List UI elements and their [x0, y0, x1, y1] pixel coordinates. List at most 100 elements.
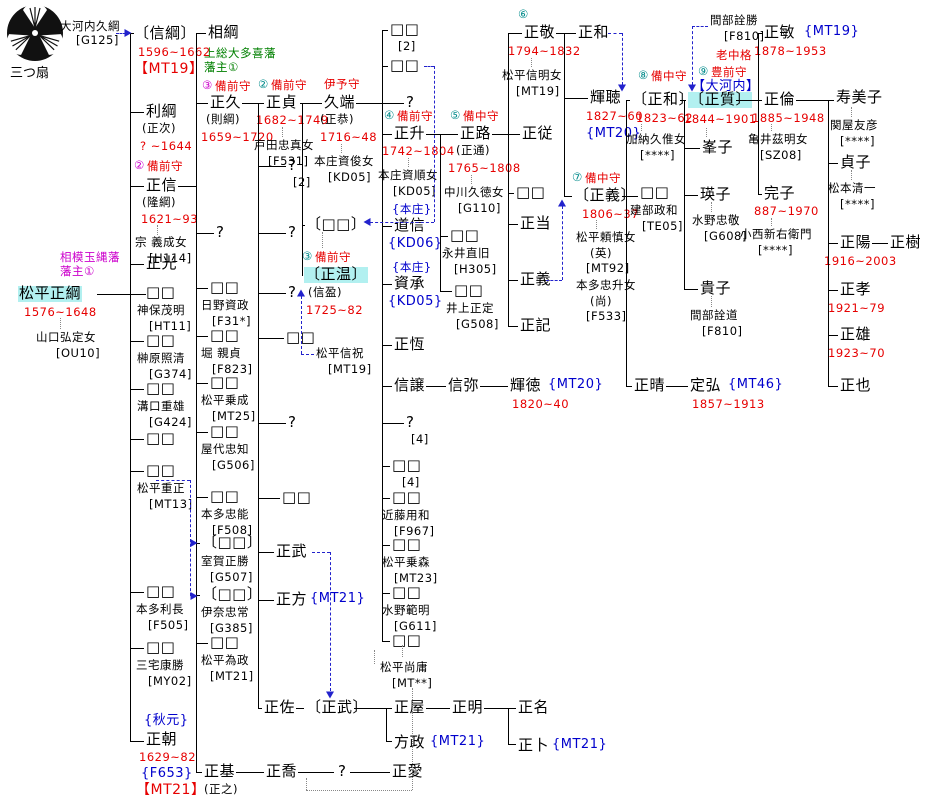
label: {本庄}: [392, 202, 432, 216]
family-line: [130, 389, 144, 390]
adoption-arrow-icon: [297, 289, 305, 297]
label: 松本清一: [828, 181, 876, 195]
family-line: [828, 290, 838, 291]
family-line: [350, 772, 390, 773]
family-line: [382, 641, 390, 642]
family-line: [828, 243, 838, 244]
label: {KD06}: [388, 236, 443, 251]
family-line: [196, 643, 208, 644]
adoption-line: [622, 33, 623, 85]
label: 本多忠能: [201, 507, 249, 521]
person-name: 正明: [452, 698, 484, 716]
adoption-line: [116, 33, 126, 34]
label: [F505]: [148, 618, 189, 632]
person-name: 正愛: [392, 762, 424, 780]
label: {秋元}: [144, 713, 189, 728]
person-name: □□: [146, 283, 176, 301]
person-name: 正敬: [524, 23, 556, 41]
label: (則綱): [206, 112, 240, 126]
person-name: 正卜: [518, 736, 550, 754]
label: [MT92]: [586, 261, 630, 275]
label: [****]: [840, 134, 875, 148]
adoption-arrow-icon: [618, 84, 626, 92]
person-name: 正路: [460, 124, 492, 142]
family-line: [666, 386, 688, 387]
adoption-arrow-icon: [363, 218, 371, 226]
label: (尚): [590, 294, 612, 308]
person-name: 正屋: [394, 698, 426, 716]
family-line: [258, 166, 286, 167]
family-line: [300, 103, 322, 104]
family-line: [382, 466, 390, 467]
label: [F31*]: [212, 314, 251, 328]
label: 加納久倠女: [626, 132, 686, 146]
family-crest-mitsuogi-icon: [7, 3, 63, 61]
label: 【大河内】: [692, 79, 760, 94]
adoption-line: [190, 480, 191, 596]
marriage-link: [596, 220, 597, 229]
family-line: [684, 195, 698, 196]
label: ⑥: [518, 7, 529, 21]
person-name: 正恆: [394, 335, 426, 353]
family-line: [258, 103, 259, 708]
family-line: [130, 592, 144, 593]
family-line: [480, 386, 508, 387]
label: 1596~1662: [138, 45, 211, 59]
person-name: □□: [390, 56, 420, 74]
person-name: 〔信綱〕: [134, 24, 197, 42]
label: [F823]: [212, 362, 253, 376]
label: 永井直旧: [442, 246, 490, 260]
person-name: 正武: [276, 542, 308, 560]
family-line: [236, 772, 264, 773]
family-line: [130, 33, 134, 34]
family-line: [196, 497, 208, 498]
person-name: 正記: [520, 316, 552, 334]
family-line: [684, 289, 698, 290]
label: 日野資政: [201, 298, 249, 312]
person-name: 瑛子: [700, 185, 732, 203]
label: [MT25]: [212, 409, 256, 423]
family-line: [196, 543, 200, 544]
adoption-line: [301, 296, 302, 354]
label: [4]: [402, 475, 420, 489]
family-line: [242, 103, 264, 104]
person-name: 完子: [764, 184, 796, 202]
person-name: □□: [392, 535, 422, 553]
label: 【MT19】: [134, 61, 204, 77]
person-name: 正義: [520, 270, 552, 288]
label: [2]: [293, 176, 311, 188]
label: {MT21}: [430, 734, 486, 749]
adoption-line: [692, 26, 693, 85]
person-name: ?: [406, 93, 415, 111]
person-name: 信弥: [448, 376, 480, 394]
person-name: □□: [146, 331, 176, 349]
label: [MT19]: [328, 362, 372, 376]
label: 1659~1720: [201, 130, 274, 144]
family-line: [258, 552, 274, 553]
label: 屋代忠知: [201, 442, 249, 456]
label: ? ~1644: [140, 139, 193, 153]
label: [****]: [758, 243, 793, 257]
family-line: [382, 284, 392, 285]
family-line: [828, 100, 834, 101]
family-line: [196, 103, 208, 104]
family-line: [828, 335, 838, 336]
label: 建部政和: [630, 203, 678, 217]
label: [KD05]: [393, 184, 437, 198]
family-line: [758, 194, 762, 195]
label: [4]: [411, 432, 429, 446]
person-name: □□: [210, 373, 240, 391]
family-line: [508, 33, 509, 326]
marriage-link: [771, 218, 772, 226]
person-name: 輝徳: [510, 376, 542, 394]
label: [F533]: [586, 309, 627, 323]
marriage-link: [711, 296, 712, 307]
family-line: [356, 103, 404, 104]
person-name: □□: [640, 183, 670, 201]
family-line: [508, 708, 509, 744]
family-line: [382, 545, 390, 546]
family-line: [626, 100, 627, 386]
marriage-link: [851, 107, 852, 117]
family-line: [758, 100, 762, 101]
person-name: 正名: [518, 698, 550, 716]
